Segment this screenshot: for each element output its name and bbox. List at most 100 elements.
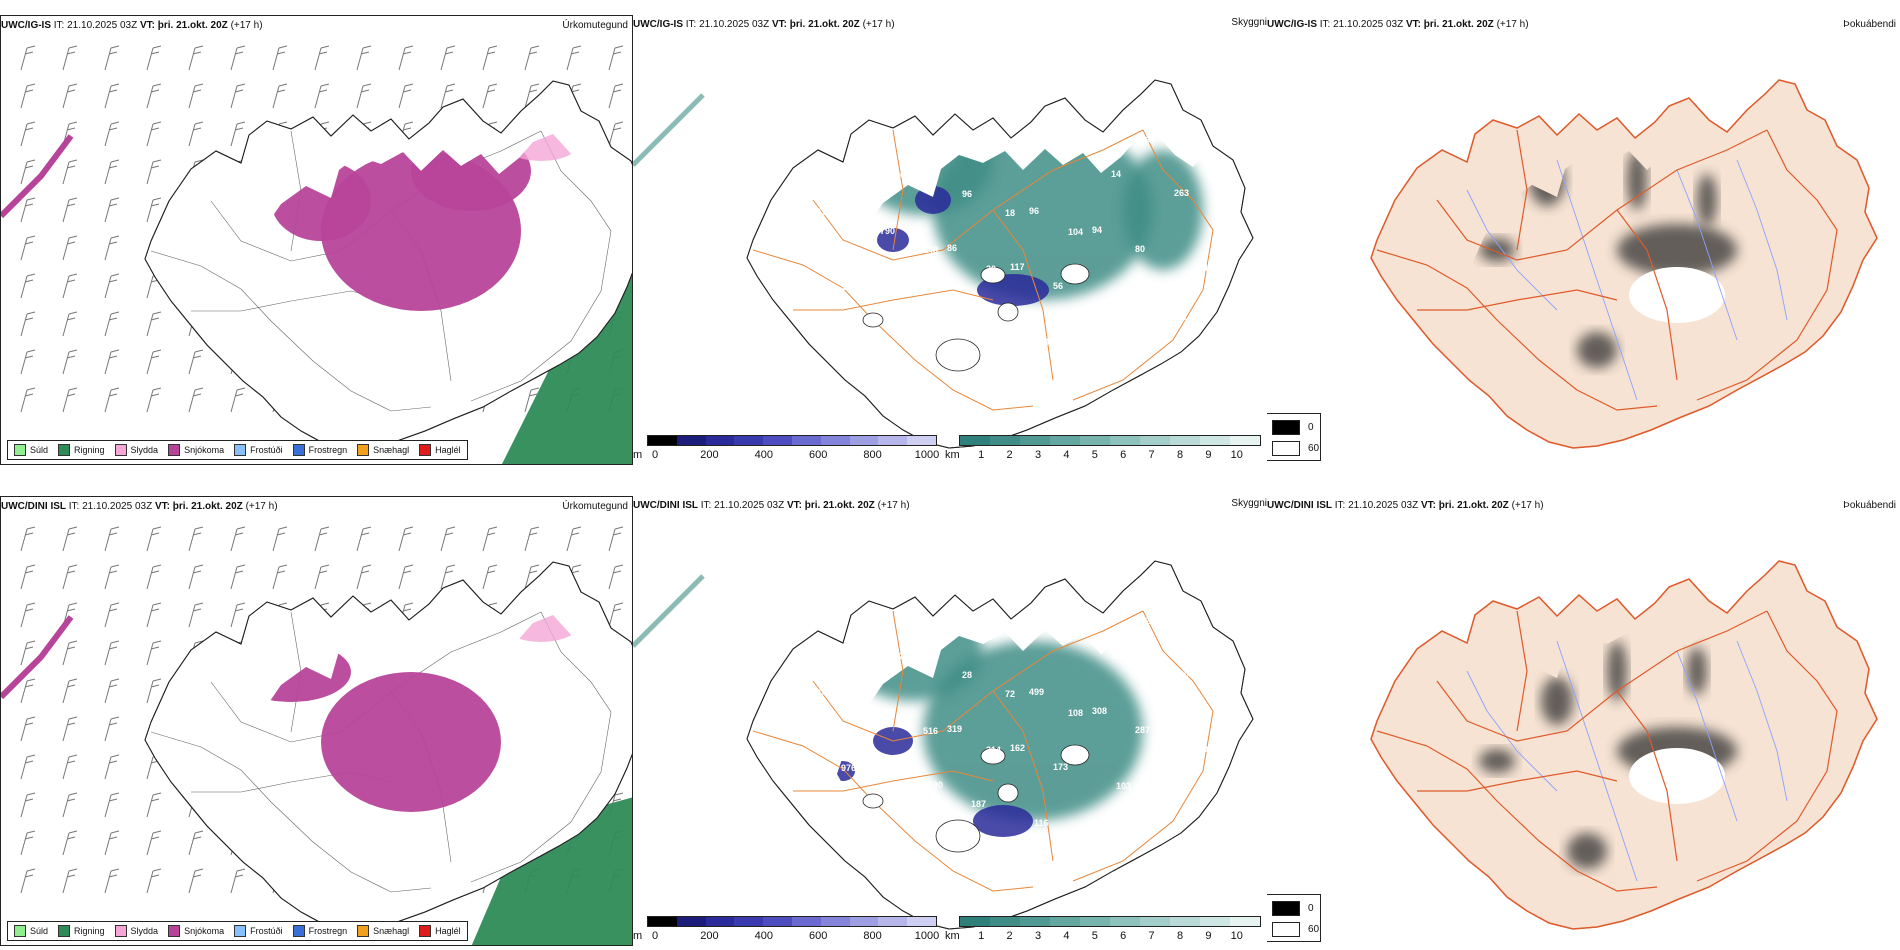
legend-swatch xyxy=(58,925,71,937)
ceiling-value-label: 42 xyxy=(1116,300,1126,310)
wind-barb xyxy=(482,45,498,71)
wind-barb xyxy=(146,792,162,818)
legend-label: Súld xyxy=(30,445,49,455)
ceiling-value-label: 233 xyxy=(889,355,904,365)
colorbar-tick: 1000 xyxy=(914,449,940,461)
ceiling-value-label: 241 xyxy=(1198,263,1213,273)
ceiling-value-label: 18 xyxy=(1005,208,1015,218)
colorbar-bin xyxy=(676,436,706,445)
legend-label: Snæhagl xyxy=(373,445,410,455)
legend-label: Rigning xyxy=(74,445,105,455)
colorbar-tick: 7 xyxy=(1148,449,1155,461)
colorbar-tick: 7 xyxy=(1148,930,1155,942)
legend-swatch xyxy=(357,925,370,937)
ceiling-value-label: 976 xyxy=(841,763,856,773)
fog-legend: 0 60 xyxy=(1267,413,1321,461)
precip-type-legend: Súld Rigning Slydda Snjókoma Frostúði Frostre… xyxy=(7,921,468,941)
wind-barb xyxy=(524,83,540,109)
glacier-area xyxy=(1629,748,1725,804)
snow-area xyxy=(321,672,501,812)
road-line xyxy=(1376,249,1658,411)
ceiling-value-label: 162 xyxy=(1010,743,1025,753)
wind-barb xyxy=(440,83,456,109)
wind-barb xyxy=(62,640,78,666)
road-line xyxy=(150,731,432,893)
legend-item: Snæhagl xyxy=(357,444,409,456)
wind-barb xyxy=(608,602,624,628)
road-line xyxy=(1616,209,1678,381)
ceiling-value-label: 355 xyxy=(822,819,837,829)
panel-title: Þokuábendi xyxy=(1843,500,1896,511)
legend-item: Frostregn xyxy=(292,444,347,456)
ceiling-value-label: 72 xyxy=(1005,689,1015,699)
wind-barb xyxy=(20,640,36,666)
legend-label: Súld xyxy=(30,926,49,936)
wind-barb xyxy=(104,526,120,552)
ceiling-value-label: 96 xyxy=(962,189,972,199)
ceiling-value-label: 42 xyxy=(1140,616,1150,626)
colorbar-bin xyxy=(648,436,677,445)
wind-barb xyxy=(20,526,36,552)
wind-barb xyxy=(608,121,624,147)
wind-barb xyxy=(188,349,204,375)
ceiling-value-label: 80 xyxy=(1135,244,1145,254)
ceiling-value-label: 13 xyxy=(1159,319,1169,329)
legend-label: Frostúði xyxy=(250,926,283,936)
legend-swatch xyxy=(14,444,26,456)
ceiling-colorbar: m 0 200 400 600 800 1000 xyxy=(633,916,943,946)
ceiling-value-label: 117 xyxy=(1010,262,1025,272)
wind-barb xyxy=(104,754,120,780)
panel-header: UWC/DINI ISL IT: 21.10.2025 03Z VT: þri.… xyxy=(1,501,278,512)
colorbar-tick: 1 xyxy=(978,449,985,461)
fog-area xyxy=(1687,647,1707,695)
wind-barb xyxy=(62,197,78,223)
ceiling-value-label: 30 xyxy=(986,264,996,274)
panel-title: Skyggni xyxy=(1231,498,1267,509)
colorbar-tick: 8 xyxy=(1176,930,1184,942)
road-line xyxy=(470,611,612,883)
coastline xyxy=(746,560,1254,930)
colorbar-tick: 1000 xyxy=(914,930,940,942)
wind-barb xyxy=(524,387,540,413)
wind-barb xyxy=(104,121,120,147)
wind-barb xyxy=(146,121,162,147)
wind-barb xyxy=(188,45,204,71)
ceiling-value-label: 39 xyxy=(1183,317,1193,327)
ceiling-value-label: 185 xyxy=(928,299,943,309)
wind-barb xyxy=(272,564,288,590)
wind-barb xyxy=(608,526,624,552)
legend-item: Súld xyxy=(14,925,48,937)
legend-swatch xyxy=(419,444,432,456)
colorbar-unit: km xyxy=(945,930,960,942)
legend-swatch xyxy=(58,444,71,456)
colorbar-bin xyxy=(1200,917,1230,926)
wind-barb xyxy=(62,792,78,818)
legend-item: Rigning xyxy=(58,925,105,937)
wind-barb xyxy=(314,45,330,71)
wind-barb xyxy=(20,678,36,704)
wind-barb xyxy=(146,678,162,704)
fog-map xyxy=(1370,560,1878,930)
wind-barb xyxy=(272,45,288,71)
ceiling-value-label: 314 xyxy=(986,745,1001,755)
wind-barb xyxy=(20,45,36,71)
wind-barb xyxy=(104,349,120,375)
ceiling-value-label: 308 xyxy=(1092,706,1107,716)
colorbar-bin xyxy=(1080,436,1110,445)
wind-barb xyxy=(62,311,78,337)
legend-swatch xyxy=(168,444,181,456)
colorbar-bin xyxy=(1230,436,1260,445)
legend-swatch xyxy=(1272,922,1300,937)
wind-barb xyxy=(20,716,36,742)
colorbar-tick: 6 xyxy=(1120,930,1127,942)
low-ceiling-area xyxy=(877,228,909,252)
wind-barb xyxy=(566,45,582,71)
colorbar-tick: 5 xyxy=(1091,930,1098,942)
river-line xyxy=(1736,640,1788,802)
colorbar-bin xyxy=(763,436,792,445)
fog-legend-row: 0 xyxy=(1267,414,1320,435)
colorbar-tick: 2 xyxy=(1006,930,1013,942)
wind-barb xyxy=(188,121,204,147)
ceiling-value-label: 96 xyxy=(1029,206,1039,216)
wind-barb xyxy=(314,564,330,590)
